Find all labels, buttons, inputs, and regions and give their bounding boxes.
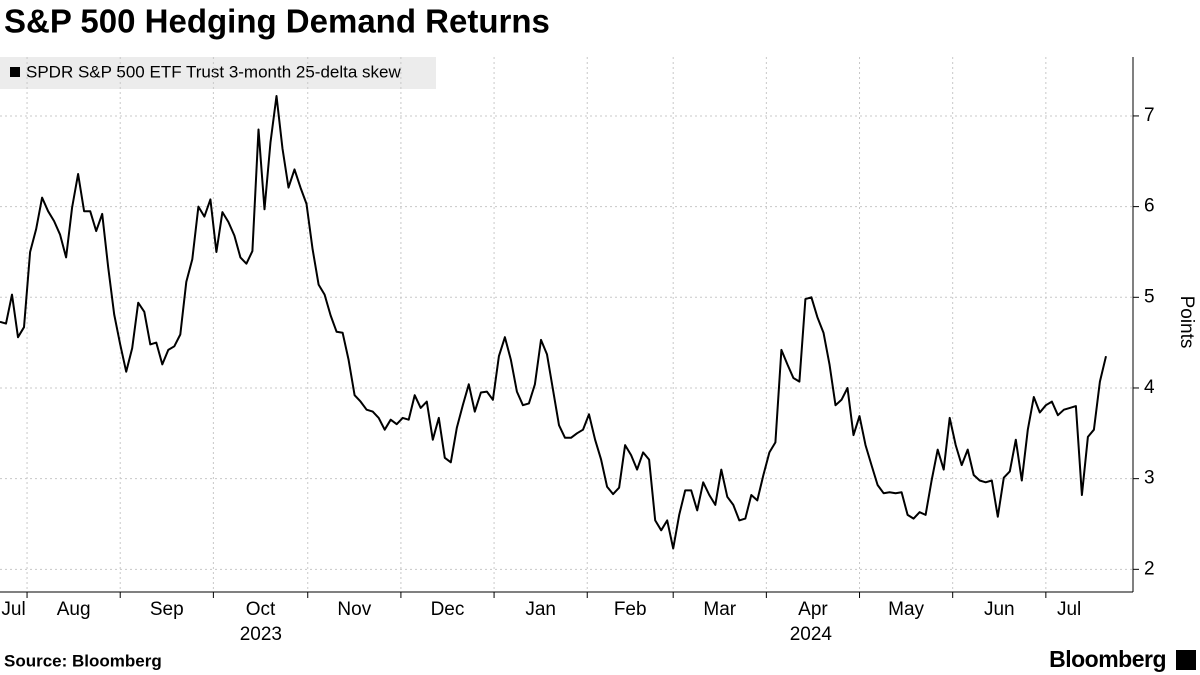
x-tick-label: Apr xyxy=(798,599,828,620)
y-axis-label: Points xyxy=(1176,296,1197,349)
source: Source: Bloomberg xyxy=(4,651,162,670)
x-tick-label: Aug xyxy=(57,599,91,620)
y-tick-label: 4 xyxy=(1144,377,1155,398)
brand: Bloomberg xyxy=(1049,646,1166,672)
x-tick-label: Nov xyxy=(337,599,371,620)
x-tick-label: Dec xyxy=(431,599,465,620)
line xyxy=(0,95,1107,550)
x-tick-label: Jul xyxy=(1,599,25,620)
x-tick-label: Feb xyxy=(614,599,647,620)
x-tick-label: Jan xyxy=(525,599,556,620)
x-tick-label: Mar xyxy=(703,599,736,620)
x-tick-label: Jul xyxy=(1057,599,1081,620)
x-tick-label: Jun xyxy=(984,599,1015,620)
year-label: 2024 xyxy=(790,624,833,645)
y-tick-label: 6 xyxy=(1144,196,1155,217)
y-tick-label: 2 xyxy=(1144,558,1155,579)
y-tick-label: 3 xyxy=(1144,468,1155,489)
x-tick-label: May xyxy=(888,599,924,620)
brand-icon xyxy=(1176,650,1196,670)
year-label: 2023 xyxy=(240,624,282,645)
legend-box xyxy=(0,57,436,89)
y-tick-label: 7 xyxy=(1144,105,1155,126)
y-tick-label: 5 xyxy=(1144,286,1155,307)
legend-swatch xyxy=(10,67,20,77)
x-tick-label: Oct xyxy=(246,599,276,620)
x-tick-label: Sep xyxy=(150,599,184,620)
chart-title: S&P 500 Hedging Demand Returns xyxy=(4,3,550,40)
